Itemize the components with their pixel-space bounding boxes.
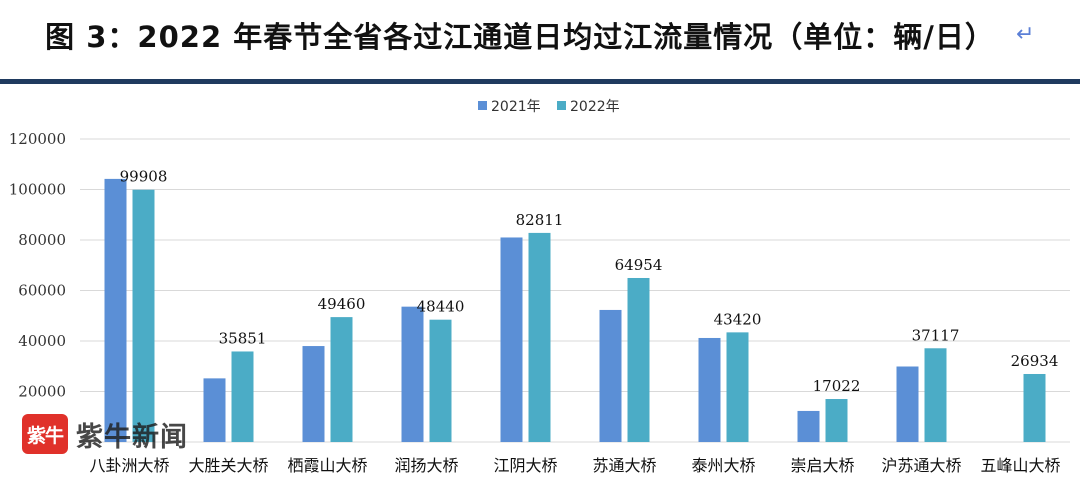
data-label: 82811	[516, 211, 564, 229]
legend: 2021年 2022年	[478, 99, 620, 115]
bar-2022	[330, 317, 353, 442]
bar-2021	[698, 337, 721, 442]
bar-2022	[231, 351, 254, 442]
x-tick-label: 崇启大桥	[790, 456, 854, 475]
bar-2022	[726, 332, 749, 442]
x-tick-label: 栖霞山大桥	[287, 456, 367, 475]
x-tick-label: 沪苏通大桥	[881, 456, 961, 475]
data-label: 64954	[615, 256, 663, 274]
bar-2021	[896, 366, 919, 442]
bars	[104, 178, 1046, 442]
gridlines	[80, 138, 1070, 443]
x-tick-label: 八卦洲大桥	[89, 456, 169, 475]
data-label: 35851	[219, 329, 267, 347]
title-divider	[0, 79, 1080, 84]
data-label: 37117	[912, 326, 960, 344]
legend-swatch	[478, 101, 487, 110]
bar-2022	[528, 232, 551, 442]
data-label: 43420	[714, 310, 762, 328]
bar-2022	[627, 277, 650, 442]
data-label: 26934	[1011, 352, 1059, 370]
bar-2022	[924, 348, 947, 442]
watermark-logo: 紫牛	[22, 414, 68, 454]
data-label: 17022	[813, 377, 861, 395]
y-tick-label: 120000	[9, 130, 66, 148]
y-axis: 20000 40000 60000 80000 100000 120000	[9, 130, 66, 401]
y-tick-label: 20000	[18, 383, 66, 401]
y-tick-label: 40000	[18, 332, 66, 350]
chart-title: 图 3：2022 年春节全省各过江通道日均过江流量情况（单位：辆/日）	[45, 20, 995, 54]
bar-2021	[599, 309, 622, 442]
legend-swatch	[557, 101, 566, 110]
bar-2022	[429, 319, 452, 442]
x-tick-label: 大胜关大桥	[188, 456, 268, 475]
data-label: 99908	[120, 168, 168, 186]
y-tick-label: 80000	[18, 231, 66, 249]
x-axis: 八卦洲大桥 大胜关大桥 栖霞山大桥 润扬大桥 江阴大桥 苏通大桥 泰州大桥 崇启大桥 沪苏通大桥…	[89, 456, 1060, 475]
y-tick-label: 60000	[18, 282, 66, 300]
x-tick-label: 润扬大桥	[394, 456, 458, 475]
legend-label: 2022年	[570, 99, 620, 115]
y-tick-label: 100000	[9, 181, 66, 199]
bar-2021	[302, 346, 325, 442]
x-tick-label: 苏通大桥	[592, 456, 656, 475]
x-tick-label: 五峰山大桥	[980, 456, 1060, 475]
return-arrow-icon: ↵	[1016, 22, 1035, 47]
bar-2022	[825, 399, 848, 442]
legend-label: 2021年	[491, 99, 541, 115]
bar-2021	[203, 378, 226, 442]
data-labels: 99908 35851 49460 48440 82811 64954 43420 17022…	[120, 168, 1059, 395]
x-tick-label: 江阴大桥	[493, 456, 557, 475]
bar-2021	[500, 237, 523, 442]
data-label: 48440	[417, 298, 465, 316]
x-tick-label: 泰州大桥	[691, 456, 755, 475]
watermark-text: 紫牛新闻	[76, 421, 188, 453]
bar-2021	[104, 178, 127, 442]
bar-2022	[132, 189, 155, 442]
watermark: 紫牛 紫牛新闻	[22, 413, 188, 455]
bar-2021	[797, 410, 820, 442]
bar-2022	[1023, 373, 1046, 442]
data-label: 49460	[318, 295, 366, 313]
bar-2021	[401, 306, 424, 442]
